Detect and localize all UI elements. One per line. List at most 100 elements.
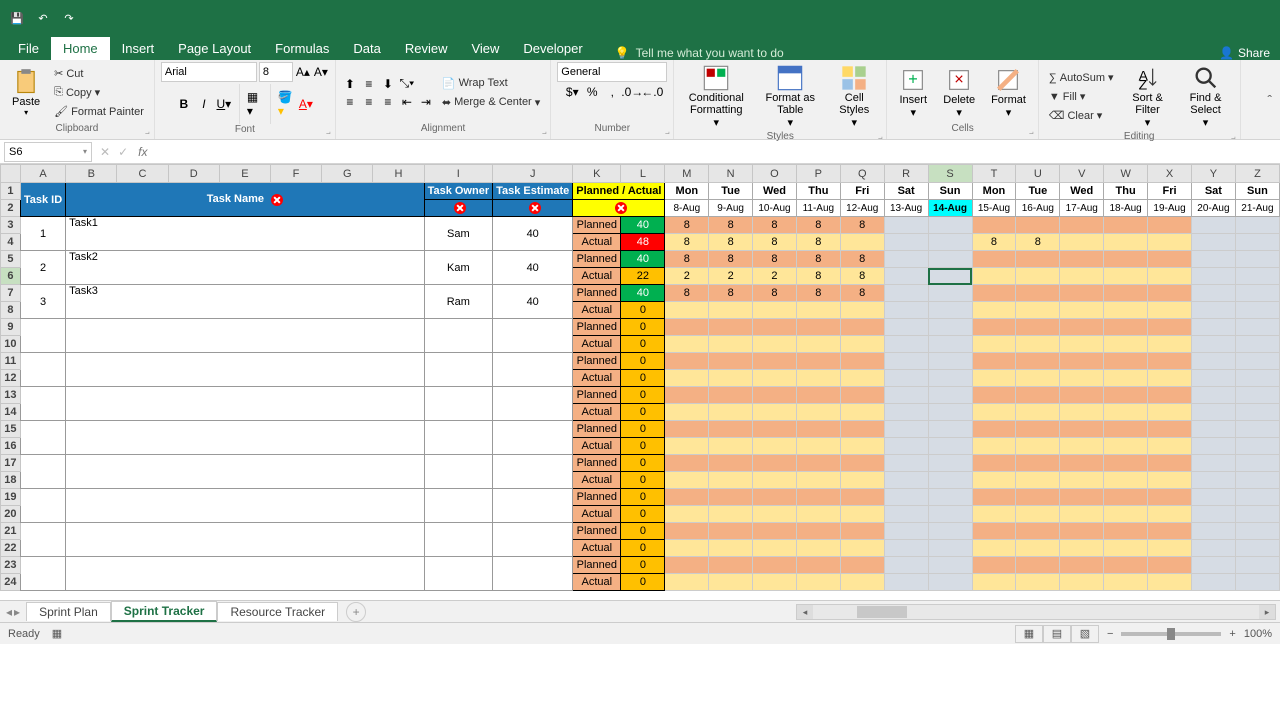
decrease-decimal-icon[interactable]: ←.0 bbox=[644, 84, 660, 100]
col-header-I[interactable]: I bbox=[424, 165, 493, 183]
tab-formulas[interactable]: Formulas bbox=[263, 37, 341, 60]
row-header-9[interactable]: 9 bbox=[1, 319, 21, 336]
sheet-tab-sprint-tracker[interactable]: Sprint Tracker bbox=[111, 601, 218, 622]
indent-decrease-icon[interactable]: ⇤ bbox=[399, 94, 415, 110]
row-header-18[interactable]: 18 bbox=[1, 472, 21, 489]
row-header-4[interactable]: 4 bbox=[1, 234, 21, 251]
row-header-11[interactable]: 11 bbox=[1, 353, 21, 370]
row-header-20[interactable]: 20 bbox=[1, 506, 21, 523]
autosum-button[interactable]: ∑ AutoSum ▾ bbox=[1045, 69, 1118, 86]
row-header-2[interactable]: 2 bbox=[1, 200, 21, 217]
spreadsheet-grid[interactable]: ABCDEFGHIJKLMNOPQRSTUVWXYZ1Task IDTask N… bbox=[0, 164, 1280, 600]
sheet-tab-sprint-plan[interactable]: Sprint Plan bbox=[26, 602, 111, 621]
font-size-select[interactable] bbox=[259, 62, 293, 82]
share-button[interactable]: 👤 Share bbox=[1219, 46, 1270, 60]
page-layout-view-button[interactable]: ▤ bbox=[1043, 625, 1071, 643]
increase-font-icon[interactable]: A▴ bbox=[295, 64, 311, 80]
format-cells-button[interactable]: Format▾ bbox=[985, 64, 1032, 121]
tab-home[interactable]: Home bbox=[51, 37, 110, 60]
align-bottom-icon[interactable]: ⬇ bbox=[380, 76, 396, 92]
tab-page-layout[interactable]: Page Layout bbox=[166, 37, 263, 60]
font-color-button[interactable]: A▾ bbox=[298, 96, 314, 112]
fill-button[interactable]: ▼ Fill ▾ bbox=[1045, 88, 1118, 105]
tab-insert[interactable]: Insert bbox=[110, 37, 167, 60]
accounting-format-icon[interactable]: $▾ bbox=[564, 84, 580, 100]
cut-button[interactable]: ✂ Cut bbox=[50, 65, 148, 82]
save-icon[interactable]: 💾 bbox=[6, 7, 28, 29]
align-right-icon[interactable]: ≡ bbox=[380, 94, 396, 110]
tab-review[interactable]: Review bbox=[393, 37, 460, 60]
row-header-3[interactable]: 3 bbox=[1, 217, 21, 234]
delete-cells-button[interactable]: ×Delete▾ bbox=[937, 64, 981, 121]
comma-format-icon[interactable]: , bbox=[604, 84, 620, 100]
row-header-6[interactable]: 6 bbox=[1, 268, 21, 285]
col-header-P[interactable]: P bbox=[796, 165, 840, 183]
find-select-button[interactable]: Find & Select▾ bbox=[1178, 62, 1234, 131]
row-header-8[interactable]: 8 bbox=[1, 302, 21, 319]
col-header-C[interactable]: C bbox=[117, 165, 168, 183]
copy-button[interactable]: ⎘ Copy ▾ bbox=[50, 84, 148, 101]
col-header-O[interactable]: O bbox=[753, 165, 797, 183]
collapse-ribbon-icon[interactable]: ˆ bbox=[1259, 92, 1280, 108]
col-header-Z[interactable]: Z bbox=[1235, 165, 1279, 183]
tab-view[interactable]: View bbox=[459, 37, 511, 60]
conditional-formatting-button[interactable]: Conditional Formatting▾ bbox=[680, 62, 752, 131]
col-header-S[interactable]: S bbox=[928, 165, 972, 183]
row-header-14[interactable]: 14 bbox=[1, 404, 21, 421]
add-sheet-button[interactable]: + bbox=[346, 602, 366, 622]
col-header-E[interactable]: E bbox=[219, 165, 270, 183]
row-header-12[interactable]: 12 bbox=[1, 370, 21, 387]
format-as-table-button[interactable]: Format as Table▾ bbox=[756, 62, 824, 131]
col-header-K[interactable]: K bbox=[573, 165, 621, 183]
align-top-icon[interactable]: ⬆ bbox=[342, 76, 358, 92]
row-header-5[interactable]: 5 bbox=[1, 251, 21, 268]
row-header-17[interactable]: 17 bbox=[1, 455, 21, 472]
page-break-view-button[interactable]: ▧ bbox=[1071, 625, 1099, 643]
zoom-in-icon[interactable]: + bbox=[1229, 628, 1235, 640]
row-header-21[interactable]: 21 bbox=[1, 523, 21, 540]
horizontal-scrollbar[interactable]: ◂ ▸ bbox=[796, 604, 1276, 620]
col-header-Q[interactable]: Q bbox=[840, 165, 884, 183]
col-header-D[interactable]: D bbox=[168, 165, 219, 183]
formula-input[interactable] bbox=[153, 142, 1280, 162]
zoom-level[interactable]: 100% bbox=[1244, 628, 1272, 640]
col-header-A[interactable]: A bbox=[20, 165, 65, 183]
percent-format-icon[interactable]: % bbox=[584, 84, 600, 100]
scroll-thumb[interactable] bbox=[857, 606, 907, 618]
row-header-16[interactable]: 16 bbox=[1, 438, 21, 455]
scroll-right-icon[interactable]: ▸ bbox=[1259, 605, 1275, 619]
bold-button[interactable]: B bbox=[176, 96, 192, 112]
paste-button[interactable]: Paste ▾ bbox=[6, 66, 46, 119]
name-box[interactable]: S6▾ bbox=[4, 142, 92, 162]
align-middle-icon[interactable]: ≡ bbox=[361, 76, 377, 92]
zoom-out-icon[interactable]: − bbox=[1107, 628, 1113, 640]
scroll-left-icon[interactable]: ◂ bbox=[797, 605, 813, 619]
row-header-13[interactable]: 13 bbox=[1, 387, 21, 404]
indent-increase-icon[interactable]: ⇥ bbox=[418, 94, 434, 110]
col-header-J[interactable]: J bbox=[493, 165, 573, 183]
clear-button[interactable]: ⌫ Clear ▾ bbox=[1045, 107, 1118, 124]
row-header-10[interactable]: 10 bbox=[1, 336, 21, 353]
fx-icon[interactable]: fx bbox=[132, 145, 153, 159]
col-header-X[interactable]: X bbox=[1148, 165, 1192, 183]
orientation-icon[interactable]: ⤡▾ bbox=[399, 76, 415, 92]
border-button[interactable]: ▦ ▾ bbox=[247, 96, 263, 112]
merge-center-button[interactable]: ⬌ Merge & Center ▾ bbox=[438, 94, 544, 111]
increase-decimal-icon[interactable]: .0→ bbox=[624, 84, 640, 100]
italic-button[interactable]: I bbox=[196, 96, 212, 112]
col-header-W[interactable]: W bbox=[1104, 165, 1148, 183]
wrap-text-button[interactable]: 📄 Wrap Text bbox=[438, 75, 544, 92]
cell-styles-button[interactable]: Cell Styles▾ bbox=[828, 62, 880, 131]
align-left-icon[interactable]: ≡ bbox=[342, 94, 358, 110]
col-header-Y[interactable]: Y bbox=[1191, 165, 1235, 183]
insert-cells-button[interactable]: +Insert▾ bbox=[893, 64, 933, 121]
fill-color-button[interactable]: 🪣▾ bbox=[278, 96, 294, 112]
enter-fx-icon[interactable]: ✓ bbox=[114, 145, 132, 159]
cancel-fx-icon[interactable]: ✕ bbox=[96, 145, 114, 159]
tab-developer[interactable]: Developer bbox=[511, 37, 594, 60]
row-header-24[interactable]: 24 bbox=[1, 574, 21, 591]
redo-icon[interactable]: ↷ bbox=[58, 7, 80, 29]
underline-button[interactable]: U ▾ bbox=[216, 96, 232, 112]
col-header-G[interactable]: G bbox=[322, 165, 373, 183]
tell-me-search[interactable]: 💡 Tell me what you want to do bbox=[615, 46, 784, 60]
